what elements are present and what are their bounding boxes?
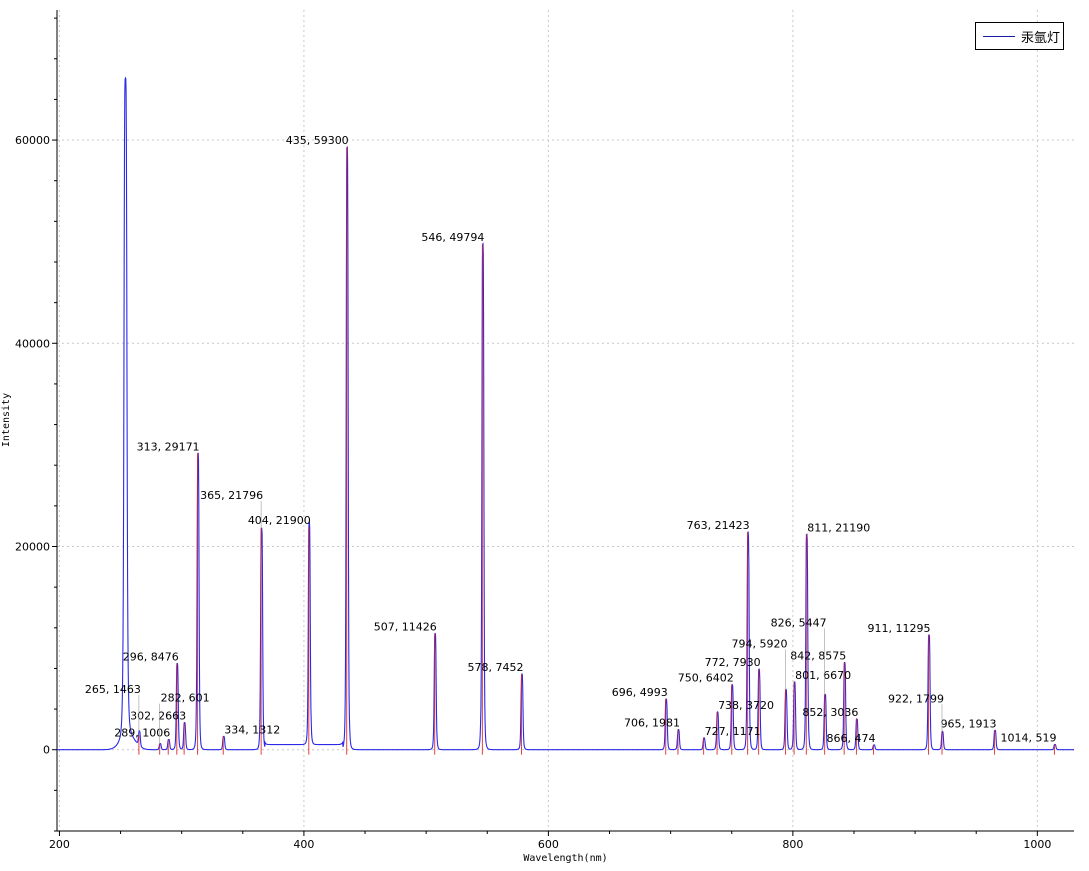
peak-label: 794, 5920 (732, 638, 788, 651)
y-tick-label: 20000 (15, 540, 50, 553)
spectrum-line (57, 76, 1074, 751)
peak-label: 289, 1006 (114, 726, 170, 739)
y-tick-label: 0 (43, 744, 50, 757)
x-tick-label: 1000 (1023, 838, 1051, 851)
peak-label: 763, 21423 (687, 519, 750, 532)
peak-label: 811, 21190 (807, 521, 870, 534)
peak-label: 313, 29171 (137, 440, 200, 453)
peak-label: 965, 1913 (941, 717, 997, 730)
peak-label: 435, 59300 (286, 134, 349, 147)
peak-label: 801, 6670 (795, 669, 851, 682)
peak-label: 546, 49794 (421, 231, 484, 244)
peak-label: 265, 1463 (85, 683, 141, 696)
peak-label: 334, 1312 (224, 723, 280, 736)
peak-label: 578, 7452 (468, 661, 524, 674)
peak-label: 404, 21900 (248, 514, 311, 527)
peak-label: 842, 8575 (790, 650, 846, 663)
y-tick-label: 40000 (15, 337, 50, 350)
peak-label: 852, 3036 (802, 706, 858, 719)
peak-label: 772, 7930 (705, 656, 761, 669)
peak-label: 750, 6402 (678, 672, 734, 685)
peak-label: 922, 1799 (888, 692, 944, 705)
y-tick-label: 60000 (15, 134, 50, 147)
peak-label: 302, 2663 (130, 710, 186, 723)
peak-label: 1014, 519 (1000, 731, 1056, 744)
peak-label: 738, 3720 (718, 699, 774, 712)
x-tick-label: 200 (49, 838, 70, 851)
legend-label: 汞氩灯 (1021, 30, 1061, 46)
peak-label: 696, 4993 (612, 686, 668, 699)
peak-label: 296, 8476 (123, 651, 179, 664)
peak-label: 706, 1981 (624, 717, 680, 730)
legend-line-swatch (983, 35, 1015, 37)
peak-label: 727, 1171 (705, 725, 761, 738)
peak-label: 365, 21796 (200, 489, 263, 502)
x-tick-label: 600 (538, 838, 559, 851)
peak-label: 866, 474 (827, 732, 876, 745)
legend: 汞氩灯 (975, 22, 1064, 50)
peak-label: 282, 601 (161, 692, 210, 705)
x-tick-label: 400 (293, 838, 314, 851)
peak-label: 507, 11426 (374, 621, 437, 634)
peak-label: 826, 5447 (771, 616, 827, 629)
peak-label: 911, 11295 (868, 622, 931, 635)
x-axis-label: Wavelength(nm) (523, 853, 607, 864)
x-tick-label: 800 (782, 838, 803, 851)
y-axis-label: Intensity (1, 393, 12, 447)
